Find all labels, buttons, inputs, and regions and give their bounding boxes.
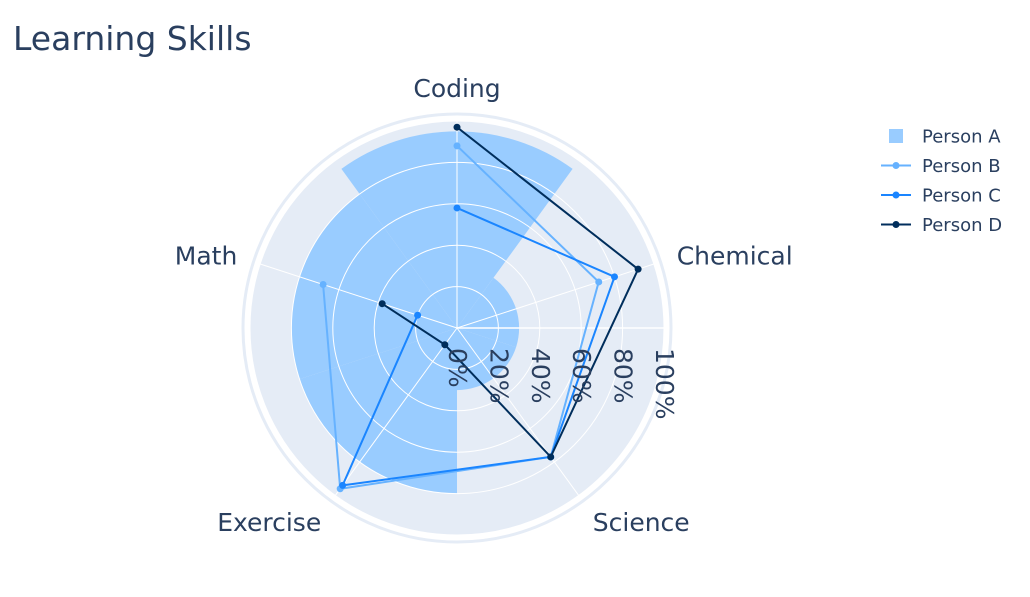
bar-exercise	[299, 328, 457, 494]
point-person-b-coding	[453, 142, 461, 150]
radial-tick-label: 100%	[650, 348, 679, 419]
point-person-d-exercise	[441, 341, 449, 349]
polar-outer-ring	[241, 112, 673, 544]
axis-label-math: Math	[175, 242, 238, 271]
legend[interactable]: Person A Person B Person C Person D	[881, 127, 1002, 237]
angular-axis-labels: Coding Chemical Science Exercise Math	[175, 74, 793, 537]
line-series	[319, 123, 642, 493]
point-person-d-coding	[453, 123, 461, 131]
radial-tick-label: 60%	[567, 348, 596, 404]
legend-label: Person A	[922, 127, 1001, 148]
point-person-c-exercise	[339, 481, 347, 489]
axis-label-science: Science	[593, 508, 690, 537]
point-person-c-chemical	[610, 273, 618, 281]
radial-tick-labels: 0% 20% 40% 60% 80% 100%	[443, 348, 679, 419]
grid-spoke	[259, 263, 458, 329]
bar-chemical	[457, 277, 520, 348]
chart-title: Learning Skills	[13, 19, 252, 58]
legend-marker	[892, 162, 900, 169]
radial-tick-label: 20%	[484, 348, 513, 404]
point-person-b-math	[319, 281, 327, 289]
axis-label-chemical: Chemical	[677, 242, 793, 271]
point-person-c-coding	[453, 204, 461, 212]
point-person-d-science	[547, 453, 555, 461]
legend-label: Person D	[922, 215, 1002, 236]
point-person-b-chemical	[595, 278, 603, 286]
axis-label-exercise: Exercise	[217, 508, 321, 537]
grid-spoke	[456, 263, 655, 329]
radial-tick-label: 0%	[443, 348, 472, 388]
legend-marker	[892, 221, 900, 228]
radial-tick-label: 40%	[526, 348, 555, 404]
axis-label-coding: Coding	[413, 74, 500, 103]
legend-label: Person B	[922, 156, 1001, 177]
legend-item-person-c[interactable]: Person C	[881, 186, 1001, 207]
point-person-c-math	[414, 311, 422, 319]
legend-item-person-a[interactable]: Person A	[889, 127, 1001, 148]
grid-spoke	[334, 327, 458, 496]
point-person-d-math	[378, 300, 386, 308]
legend-marker	[892, 191, 900, 199]
point-person-d-chemical	[634, 265, 642, 273]
legend-item-person-d[interactable]: Person D	[881, 215, 1002, 236]
legend-swatch	[889, 129, 903, 143]
grid-spoke	[456, 327, 580, 496]
polar-grid	[249, 120, 665, 536]
radial-tick-label: 80%	[609, 348, 638, 404]
legend-label: Person C	[922, 186, 1001, 207]
legend-item-person-b[interactable]: Person B	[881, 156, 1001, 177]
